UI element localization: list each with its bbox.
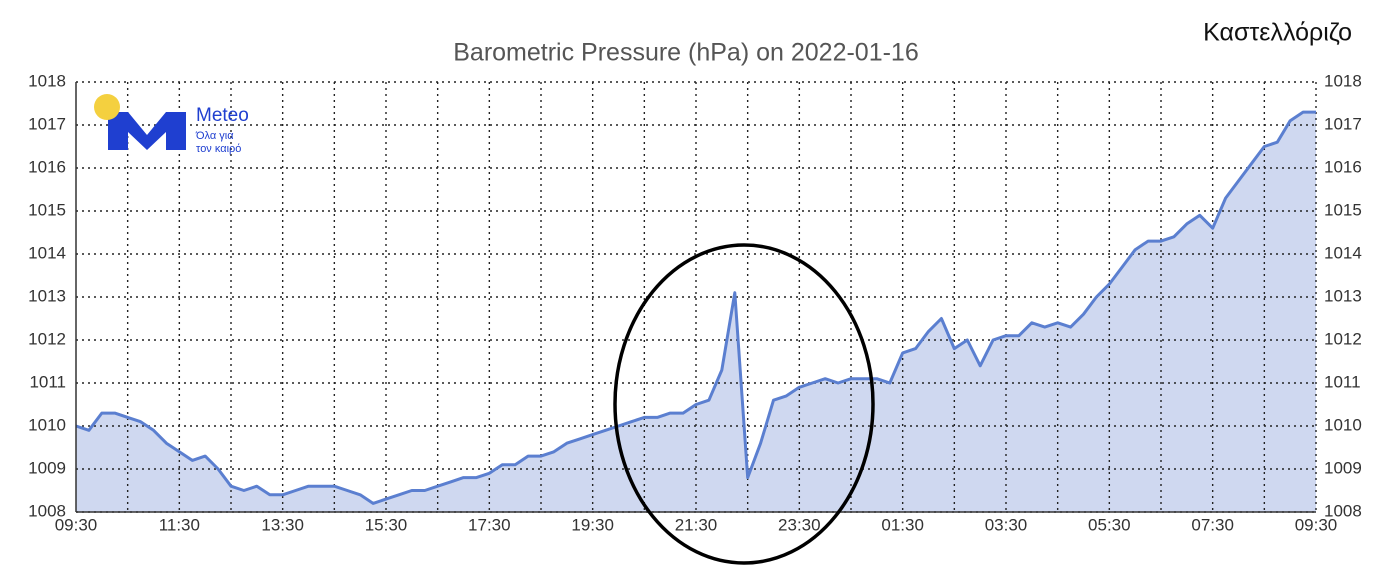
y2-tick-label: 1015	[1324, 200, 1362, 219]
y2-tick-label: 1017	[1324, 114, 1362, 133]
y-tick-label: 1011	[29, 372, 66, 391]
y-tick-label: 1014	[28, 243, 66, 262]
x-tick-label: 17:30	[468, 515, 511, 534]
y2-tick-label: 1010	[1324, 415, 1362, 434]
y2-tick-label: 1011	[1324, 372, 1361, 391]
y-tick-label: 1013	[28, 286, 66, 305]
highlight-ellipse	[613, 243, 875, 565]
y-tick-label: 1012	[28, 329, 66, 348]
plot: 1008 1008 1009 1009 1010 1010 1011 1011 1012 1012…	[28, 71, 1362, 534]
x-tick-label: 05:30	[1088, 515, 1131, 534]
y-tick-label: 1015	[28, 200, 66, 219]
y2-tick-label: 1013	[1324, 286, 1362, 305]
x-tick-label: 03:30	[985, 515, 1028, 534]
y-tick-label: 1010	[28, 415, 66, 434]
y-tick-label: 1017	[28, 114, 66, 133]
y-tick-label: 1009	[28, 458, 66, 477]
x-tick-label: 09:30	[55, 515, 98, 534]
y-tick-label: 1008	[28, 501, 66, 520]
x-tick-label: 19:30	[571, 515, 614, 534]
chart-title: Barometric Pressure (hPa) on 2022-01-16	[453, 39, 919, 67]
x-tick-label: 01:30	[881, 515, 924, 534]
x-tick-label: 21:30	[675, 515, 718, 534]
y2-tick-label: 1009	[1324, 458, 1362, 477]
logo-sun	[94, 94, 120, 120]
x-tick-label: 07:30	[1191, 515, 1234, 534]
y2-tick-label: 1018	[1324, 71, 1362, 90]
logo-tagline: Όλα για	[195, 130, 234, 142]
y2-tick-label: 1012	[1324, 329, 1362, 348]
y-tick-label: 1016	[28, 157, 66, 176]
y-tick-label: 1018	[28, 71, 66, 90]
line	[75, 110, 1316, 505]
x-tick-label: 11:30	[159, 515, 200, 534]
x-tick-label: 13:30	[261, 515, 304, 534]
x-tick-label: 23:30	[778, 515, 821, 534]
y2-tick-label: 1008	[1324, 501, 1362, 520]
logo-tagline: τον καιρό	[196, 143, 241, 155]
x-tick-label: 09:30	[1295, 515, 1338, 534]
y2-tick-label: 1014	[1324, 243, 1362, 262]
y2-tick-label: 1016	[1324, 157, 1362, 176]
logo-name: Meteo	[196, 105, 249, 126]
logo-mark	[108, 112, 186, 150]
logo: Meteo Όλα για τον καιρό	[94, 94, 249, 155]
location: Καστελλόριζο	[1203, 19, 1352, 47]
x-tick-label: 15:30	[365, 515, 408, 534]
